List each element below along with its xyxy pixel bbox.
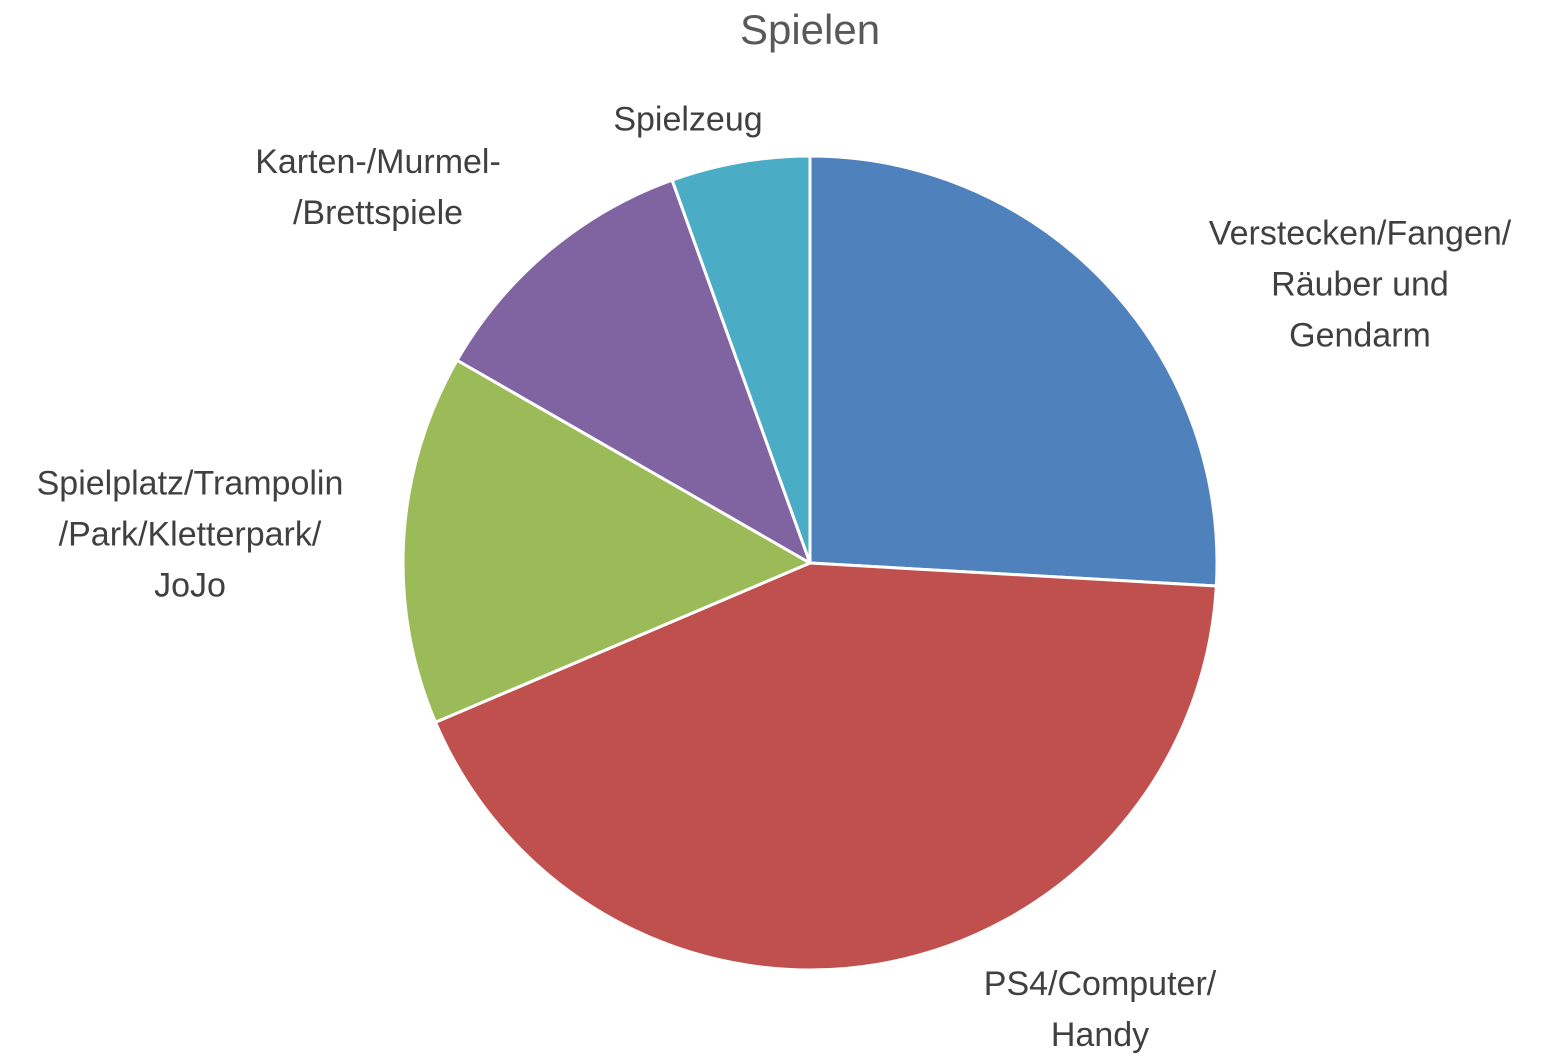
slice-label: Karten-/Murmel- /Brettspiele (255, 143, 501, 232)
slice-label: Spielplatz/Trampolin /Park/Kletterpark/ … (36, 464, 344, 605)
slice-label: Spielzeug (613, 100, 763, 139)
pie-slice (401, 358, 812, 724)
chart-title: Spielen (739, 6, 881, 53)
slice-label: Verstecken/Fangen/ Räuber und Gendarm (1208, 214, 1512, 355)
pie-slice (808, 154, 1219, 588)
pie-slice (433, 561, 1218, 972)
pie-slice (670, 154, 812, 565)
pie-slice (455, 178, 812, 565)
slice-label: PS4/Computer/ Handy (983, 965, 1217, 1054)
